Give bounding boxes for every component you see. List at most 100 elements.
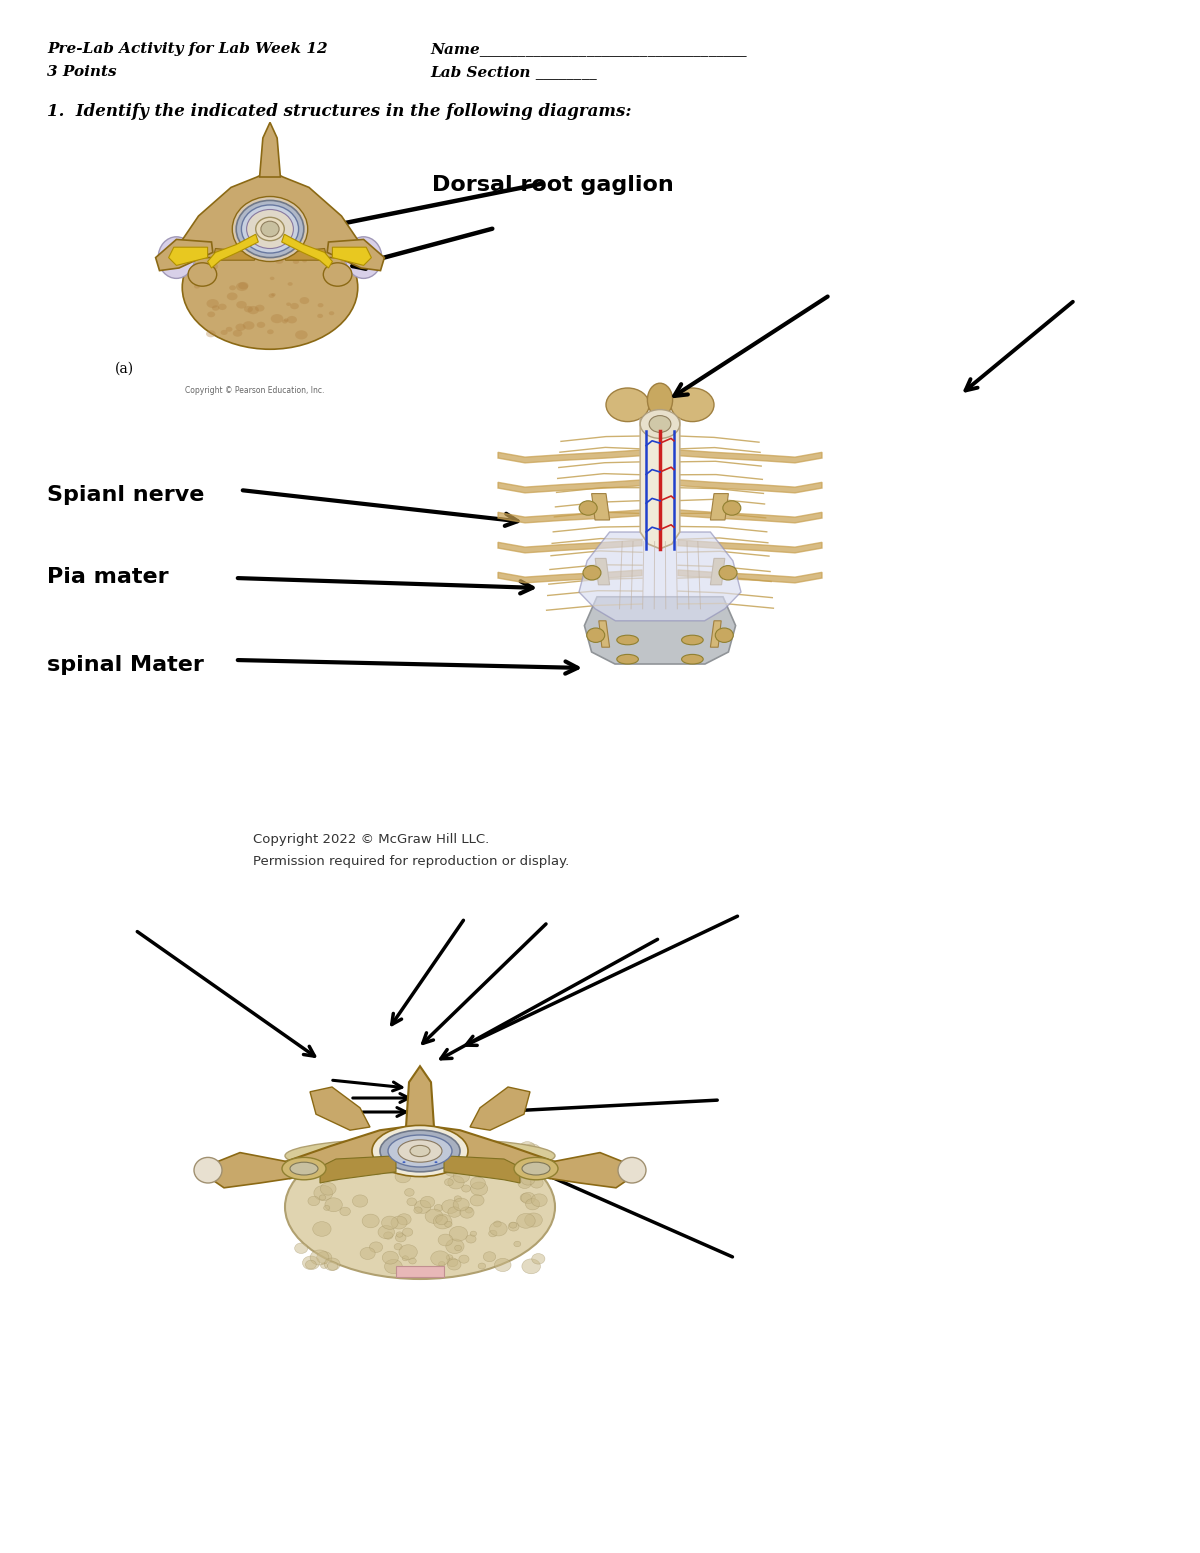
Polygon shape [710, 494, 728, 520]
Ellipse shape [218, 245, 227, 252]
Ellipse shape [425, 1210, 443, 1224]
Text: Copyright 2022 © McGraw Hill LLC.: Copyright 2022 © McGraw Hill LLC. [253, 832, 490, 846]
Ellipse shape [414, 1200, 431, 1213]
Ellipse shape [532, 1253, 545, 1264]
Ellipse shape [318, 303, 324, 307]
Ellipse shape [445, 1221, 452, 1227]
Ellipse shape [458, 1255, 469, 1263]
Ellipse shape [468, 1145, 481, 1154]
Polygon shape [678, 480, 822, 492]
Polygon shape [282, 235, 332, 269]
Ellipse shape [484, 1252, 496, 1261]
Ellipse shape [329, 311, 335, 315]
Ellipse shape [308, 1196, 319, 1205]
Ellipse shape [395, 1233, 406, 1242]
Ellipse shape [641, 410, 679, 438]
Text: Lab Section ________: Lab Section ________ [430, 65, 596, 79]
Ellipse shape [671, 388, 714, 421]
Polygon shape [678, 509, 822, 523]
Ellipse shape [238, 283, 248, 289]
Polygon shape [328, 239, 384, 270]
Ellipse shape [246, 239, 257, 247]
Ellipse shape [284, 247, 295, 255]
Ellipse shape [491, 1145, 498, 1151]
Ellipse shape [587, 627, 605, 643]
Polygon shape [498, 480, 642, 492]
Ellipse shape [241, 205, 299, 253]
Ellipse shape [194, 284, 200, 289]
Ellipse shape [260, 258, 266, 261]
Ellipse shape [188, 262, 217, 286]
Ellipse shape [448, 1176, 464, 1190]
Ellipse shape [269, 294, 275, 298]
Ellipse shape [316, 250, 320, 253]
Ellipse shape [391, 1148, 409, 1162]
Ellipse shape [265, 238, 271, 242]
Ellipse shape [523, 1145, 540, 1157]
Polygon shape [710, 621, 721, 648]
Ellipse shape [304, 1154, 317, 1165]
Ellipse shape [323, 262, 352, 286]
Ellipse shape [353, 1194, 367, 1207]
Polygon shape [580, 533, 742, 621]
Text: Copyright © Pearson Education, Inc.: Copyright © Pearson Education, Inc. [185, 387, 324, 394]
Ellipse shape [359, 1145, 377, 1159]
Ellipse shape [493, 1221, 502, 1227]
Ellipse shape [328, 1169, 341, 1180]
Ellipse shape [517, 1213, 535, 1228]
Ellipse shape [391, 1216, 407, 1228]
Ellipse shape [442, 1200, 458, 1213]
Ellipse shape [158, 236, 194, 278]
Ellipse shape [530, 1177, 544, 1188]
Polygon shape [592, 494, 610, 520]
Text: Pia mater: Pia mater [47, 567, 169, 587]
Ellipse shape [286, 1135, 554, 1280]
Ellipse shape [722, 500, 740, 516]
Text: (a): (a) [115, 362, 134, 376]
Ellipse shape [649, 416, 671, 432]
Ellipse shape [396, 1232, 403, 1238]
Ellipse shape [470, 1177, 485, 1190]
Ellipse shape [514, 1157, 558, 1180]
Ellipse shape [478, 1263, 486, 1269]
Ellipse shape [317, 1252, 332, 1264]
Ellipse shape [257, 321, 265, 328]
Ellipse shape [242, 321, 254, 329]
Text: Dorsal root gaglion: Dorsal root gaglion [432, 175, 673, 196]
Ellipse shape [295, 331, 307, 340]
Ellipse shape [398, 1140, 442, 1162]
Ellipse shape [470, 1232, 476, 1236]
Ellipse shape [395, 1169, 410, 1183]
Ellipse shape [521, 1174, 535, 1185]
Ellipse shape [290, 1162, 318, 1176]
Polygon shape [176, 171, 364, 258]
Polygon shape [444, 1155, 520, 1183]
Ellipse shape [394, 1244, 402, 1250]
Ellipse shape [444, 1179, 454, 1185]
Ellipse shape [244, 236, 256, 245]
Ellipse shape [518, 1177, 532, 1188]
Text: spinal Mater: spinal Mater [47, 655, 204, 676]
Ellipse shape [466, 1235, 476, 1242]
Ellipse shape [431, 1250, 450, 1266]
Polygon shape [212, 248, 257, 261]
Ellipse shape [443, 1155, 458, 1168]
Ellipse shape [268, 329, 274, 334]
Ellipse shape [208, 262, 218, 270]
Polygon shape [548, 1152, 630, 1188]
Ellipse shape [290, 303, 299, 309]
Ellipse shape [522, 1259, 540, 1273]
Ellipse shape [191, 253, 200, 259]
Ellipse shape [226, 326, 233, 332]
Ellipse shape [397, 1214, 412, 1225]
Ellipse shape [288, 283, 293, 286]
Ellipse shape [388, 1135, 452, 1166]
Ellipse shape [206, 331, 216, 337]
Text: Pre-Lab Activity for Lab Week 12: Pre-Lab Activity for Lab Week 12 [47, 42, 328, 56]
Ellipse shape [244, 306, 253, 312]
Ellipse shape [313, 245, 320, 252]
Ellipse shape [446, 1258, 458, 1267]
Ellipse shape [331, 1151, 347, 1163]
Ellipse shape [218, 304, 227, 311]
Ellipse shape [402, 1162, 406, 1163]
